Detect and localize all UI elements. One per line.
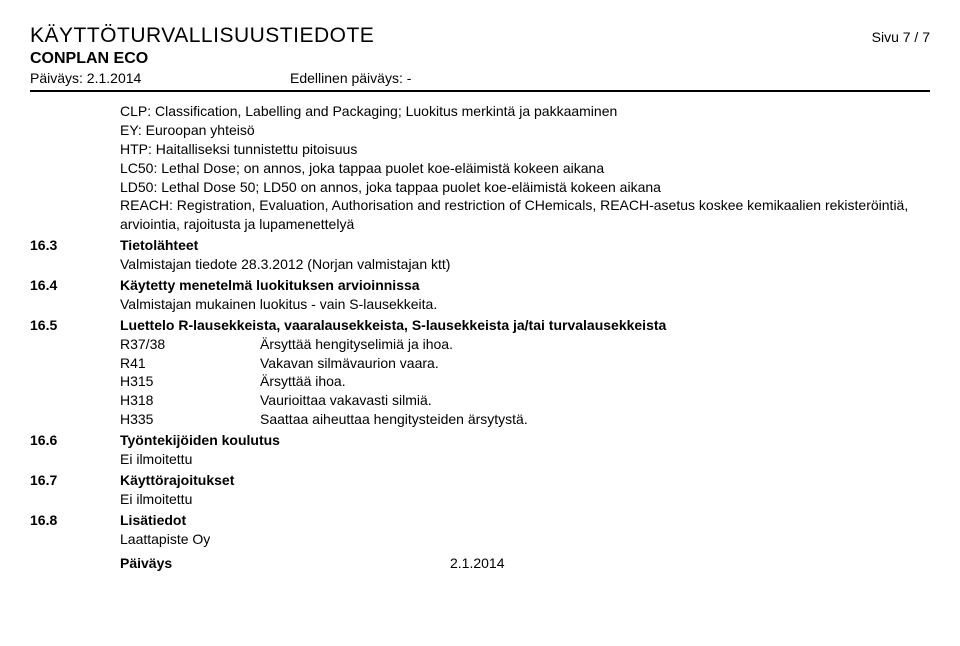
section-title: Tietolähteet — [120, 236, 198, 255]
footer-date-label: Päiväys — [120, 554, 450, 573]
phrase-code: H335 — [120, 410, 260, 429]
phrase-code: H318 — [120, 391, 260, 410]
date-current: Päiväys: 2.1.2014 — [30, 70, 290, 86]
footer-date-value: 2.1.2014 — [450, 554, 505, 573]
phrase-code: R37/38 — [120, 335, 260, 354]
phrase-text: Vakavan silmävaurion vaara. — [260, 354, 439, 373]
section-body: Valmistajan mukainen luokitus - vain S-l… — [120, 295, 930, 314]
section-title: Luettelo R-lausekkeista, vaaralausekkeis… — [120, 316, 666, 335]
header-rule — [30, 90, 930, 92]
phrase-text: Vaurioittaa vakavasti silmiä. — [260, 391, 432, 410]
section-number: 16.8 — [30, 511, 120, 530]
section-number: 16.7 — [30, 471, 120, 490]
section-title: Käytetty menetelmä luokituksen arvioinni… — [120, 276, 420, 295]
glossary-line: CLP: Classification, Labelling and Packa… — [120, 102, 930, 121]
section-body: Valmistajan tiedote 28.3.2012 (Norjan va… — [120, 255, 930, 274]
section-body: Ei ilmoitettu — [120, 450, 930, 469]
phrase-text: Ärsyttää hengityselimiä ja ihoa. — [260, 335, 453, 354]
section-number: 16.4 — [30, 276, 120, 295]
section-title: Lisätiedot — [120, 511, 186, 530]
phrase-code: H315 — [120, 372, 260, 391]
doc-title: KÄYTTÖTURVALLISUUSTIEDOTE — [30, 24, 374, 48]
section-number: 16.3 — [30, 236, 120, 255]
section-body: Laattapiste Oy — [120, 530, 930, 549]
content-body: CLP: Classification, Labelling and Packa… — [30, 102, 930, 573]
glossary-line: REACH: Registration, Evaluation, Authori… — [120, 196, 930, 234]
page-number: Sivu 7 / 7 — [872, 29, 930, 45]
product-name: CONPLAN ECO — [30, 50, 930, 68]
phrase-text: Ärsyttää ihoa. — [260, 372, 346, 391]
phrase-text: Saattaa aiheuttaa hengitysteiden ärsytys… — [260, 410, 528, 429]
glossary-line: HTP: Haitalliseksi tunnistettu pitoisuus — [120, 140, 930, 159]
section-title: Työntekijöiden koulutus — [120, 431, 280, 450]
section-title: Käyttörajoitukset — [120, 471, 234, 490]
glossary-line: LD50: Lethal Dose 50; LD50 on annos, jok… — [120, 178, 930, 197]
section-number: 16.5 — [30, 316, 120, 335]
phrase-code: R41 — [120, 354, 260, 373]
glossary-line: EY: Euroopan yhteisö — [120, 121, 930, 140]
section-number: 16.6 — [30, 431, 120, 450]
glossary-line: LC50: Lethal Dose; on annos, joka tappaa… — [120, 159, 930, 178]
section-body: Ei ilmoitettu — [120, 490, 930, 509]
date-previous: Edellinen päiväys: - — [290, 70, 411, 86]
